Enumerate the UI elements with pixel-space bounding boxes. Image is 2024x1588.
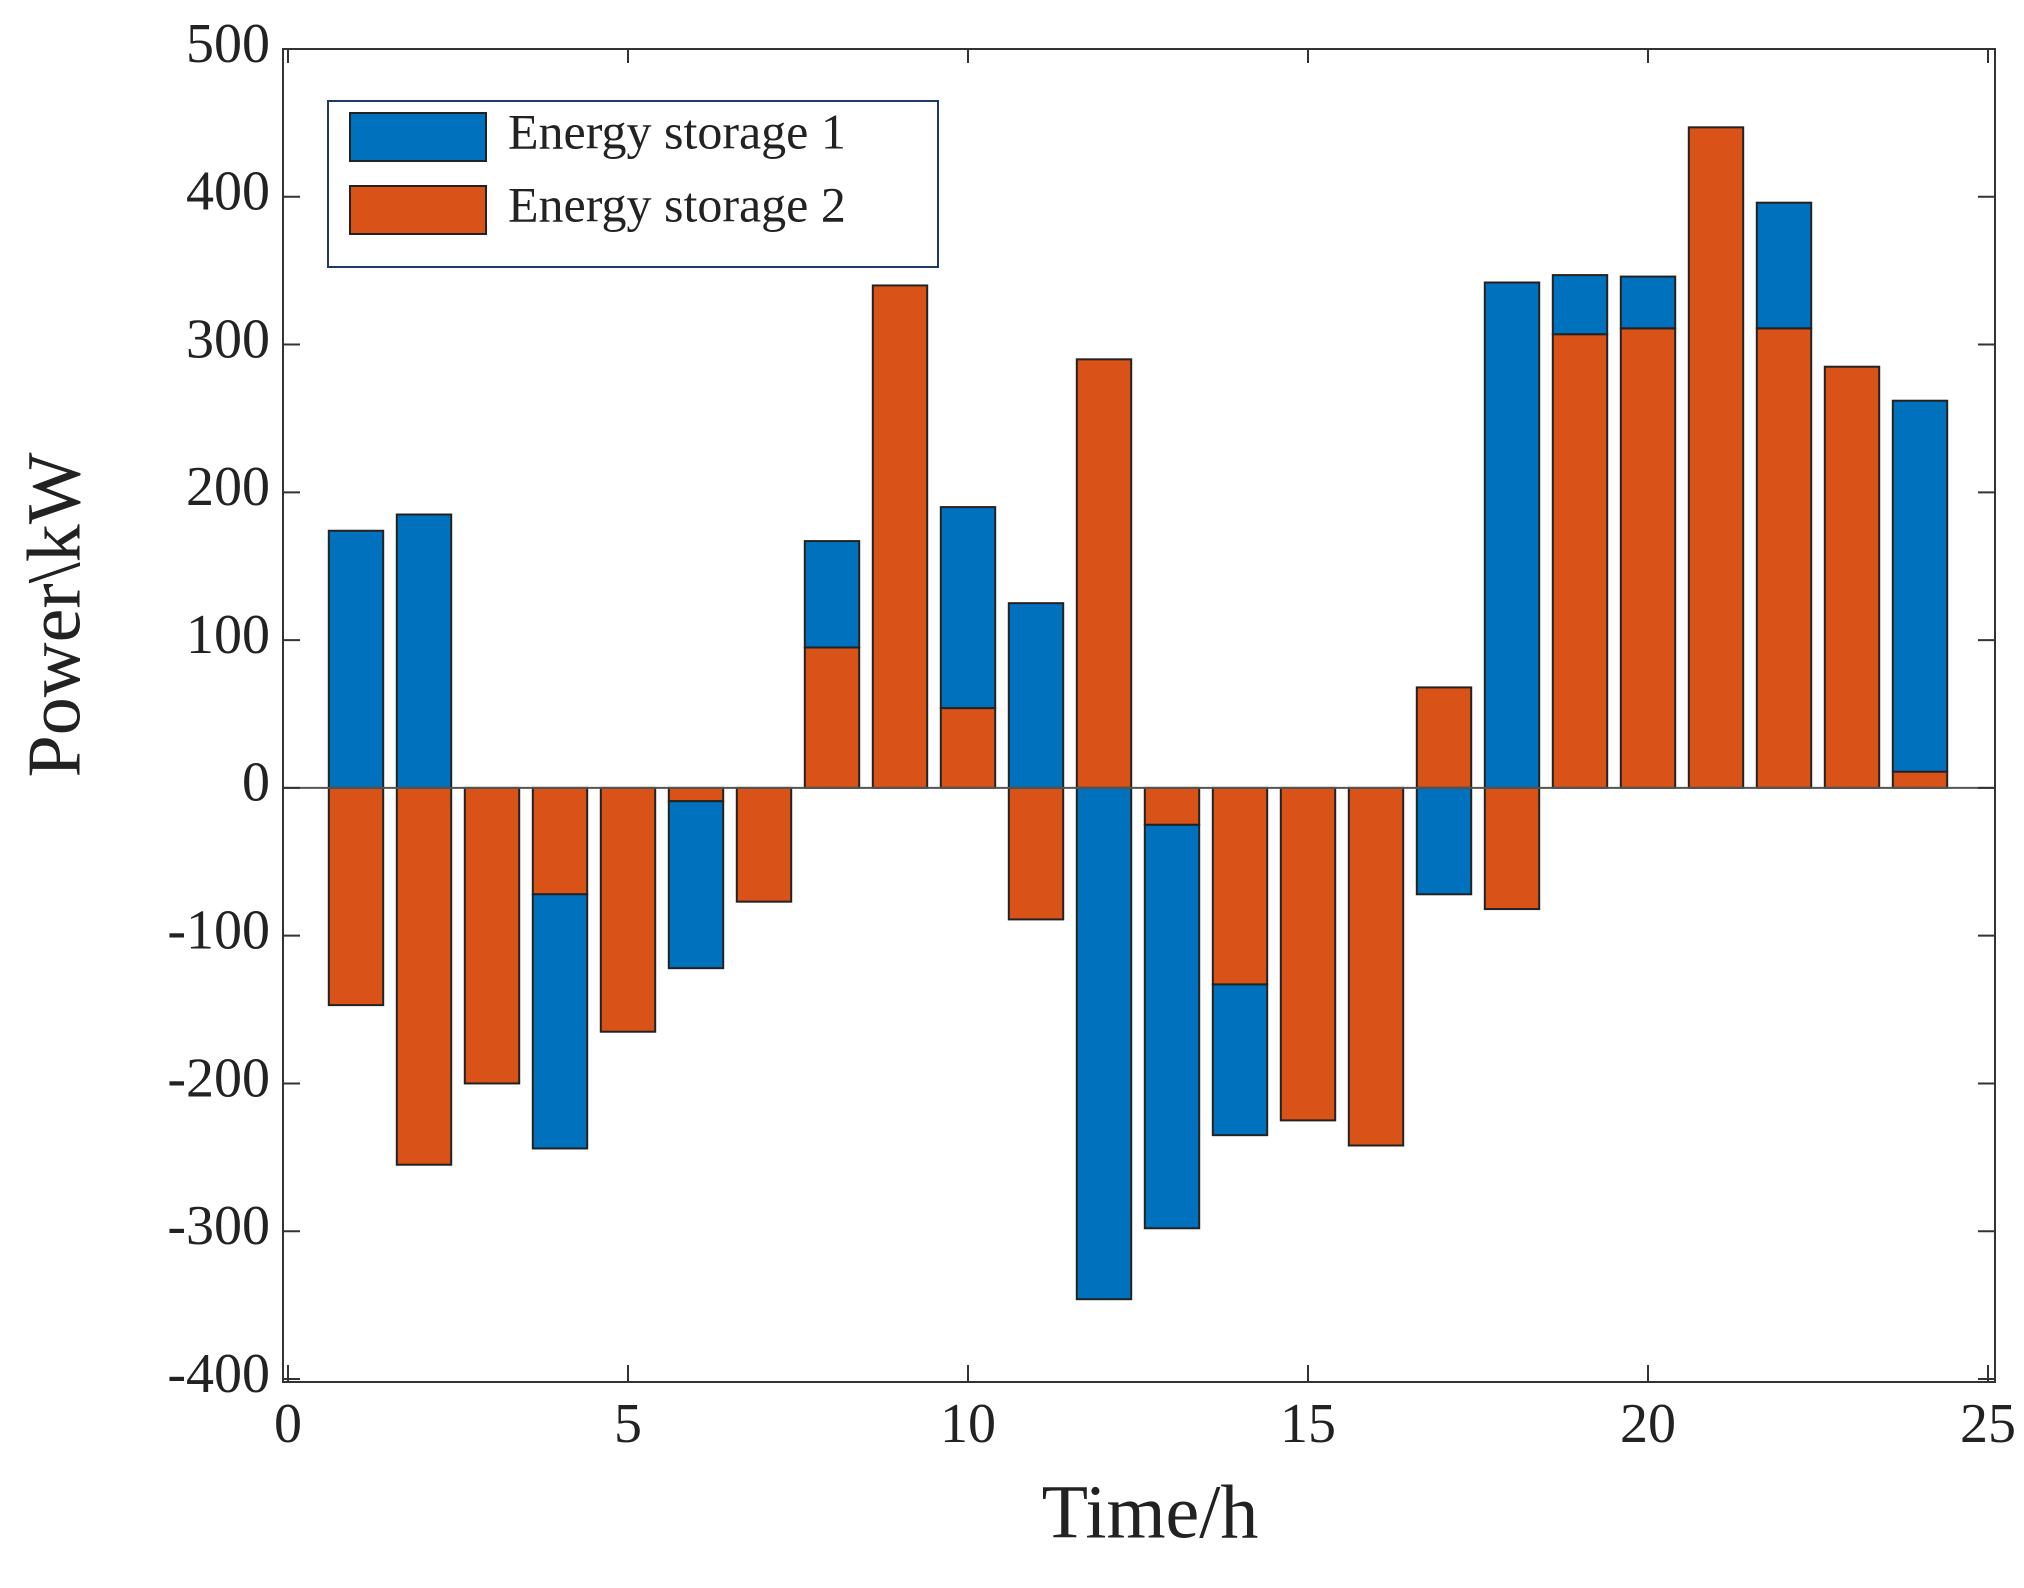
bar <box>1143 823 1201 1230</box>
bar <box>1007 602 1065 789</box>
bar <box>1279 786 1337 1122</box>
y-tick-label: -200 <box>167 1047 270 1109</box>
bar <box>803 540 861 649</box>
y-tick-label: 0 <box>242 752 270 814</box>
bar <box>803 646 861 789</box>
legend-swatch <box>349 112 487 162</box>
bar <box>1619 275 1677 330</box>
y-axis-label: Power\kW <box>12 452 96 777</box>
legend-label: Energy storage 1 <box>508 103 846 159</box>
bar <box>531 893 589 1150</box>
y-tick-label: 200 <box>186 456 270 518</box>
bar <box>1075 786 1133 1301</box>
x-tick-label: 20 <box>1620 1393 1676 1455</box>
legend-label: Energy storage 2 <box>508 176 846 232</box>
bar <box>1075 358 1133 789</box>
axes-box <box>282 48 1996 1383</box>
y-tick-label: 400 <box>186 161 270 223</box>
y-tick-label: 100 <box>186 604 270 666</box>
bar <box>1551 274 1609 336</box>
bar <box>1551 333 1609 789</box>
bar <box>1211 983 1269 1137</box>
bar <box>1687 126 1745 789</box>
bar <box>939 506 997 710</box>
bar <box>327 786 385 1007</box>
bar <box>1211 786 1269 986</box>
bar <box>735 786 793 903</box>
y-tick-label: -300 <box>167 1195 270 1257</box>
bar <box>1891 399 1949 773</box>
bar <box>395 513 453 789</box>
bar <box>1823 365 1881 789</box>
bar <box>667 800 725 970</box>
bar <box>395 786 453 1166</box>
bar <box>1143 786 1201 826</box>
bar <box>1619 327 1677 789</box>
bar <box>939 707 997 789</box>
bar <box>1415 786 1473 896</box>
x-tick-label: 10 <box>940 1393 996 1455</box>
legend-swatch <box>349 185 487 235</box>
y-tick-label: 500 <box>186 13 270 75</box>
legend: Energy storage 1 Energy storage 2 <box>327 100 939 268</box>
x-tick-label: 0 <box>274 1393 302 1455</box>
bar <box>1483 281 1541 789</box>
x-tick-label: 25 <box>1960 1393 2016 1455</box>
bar <box>463 786 521 1085</box>
bar <box>1007 786 1065 921</box>
y-tick-label: 300 <box>186 308 270 370</box>
x-axis-label: Time/h <box>1042 1470 1259 1554</box>
y-tick-label: -400 <box>167 1343 270 1405</box>
bar <box>1755 201 1813 330</box>
bars <box>327 126 1949 1301</box>
bar <box>1415 686 1473 789</box>
y-tick-label: -100 <box>167 900 270 962</box>
bar <box>599 786 657 1033</box>
x-tick-label: 5 <box>614 1393 642 1455</box>
bar <box>327 529 385 789</box>
bar <box>531 786 589 896</box>
bar <box>1347 786 1405 1147</box>
bar <box>871 284 929 789</box>
bar <box>1483 786 1541 911</box>
x-tick-label: 15 <box>1280 1393 1336 1455</box>
bar <box>1755 327 1813 789</box>
bar <box>1891 770 1949 789</box>
bar <box>667 786 725 803</box>
